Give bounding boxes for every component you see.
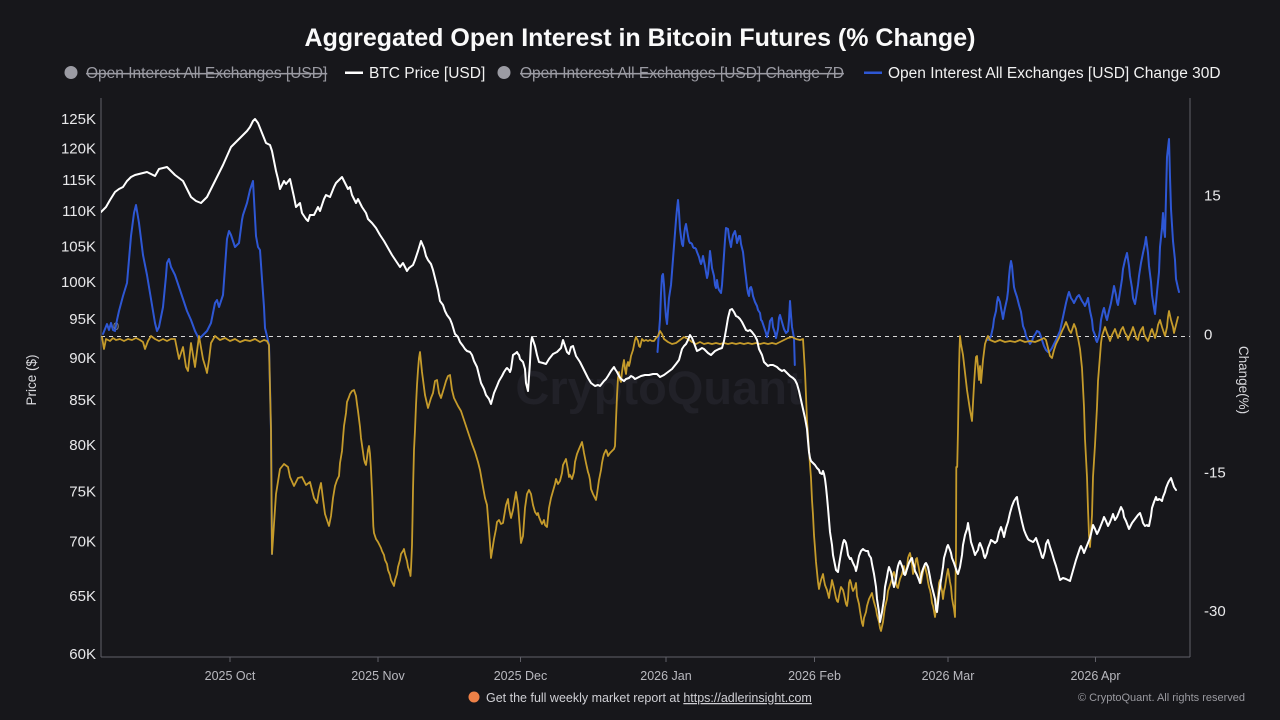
svg-text:2026 Apr: 2026 Apr: [1070, 669, 1120, 683]
svg-text:© CryptoQuant. All rights rese: © CryptoQuant. All rights reserved: [1078, 692, 1245, 704]
svg-text:0: 0: [1204, 327, 1212, 344]
svg-text:2025 Oct: 2025 Oct: [205, 669, 256, 683]
svg-text:75K: 75K: [69, 484, 96, 501]
svg-text:BTC Price [USD]: BTC Price [USD]: [369, 65, 485, 82]
svg-text:2026 Feb: 2026 Feb: [788, 669, 841, 683]
svg-text:115K: 115K: [62, 172, 96, 189]
svg-text:2026 Mar: 2026 Mar: [922, 669, 975, 683]
svg-text:70K: 70K: [69, 534, 96, 551]
svg-text:-30: -30: [1204, 603, 1226, 620]
svg-text:Aggregated Open Interest in Bi: Aggregated Open Interest in Bitcoin Futu…: [305, 24, 976, 52]
svg-text:-15: -15: [1204, 465, 1226, 482]
svg-text:120K: 120K: [61, 141, 96, 158]
svg-text:100K: 100K: [61, 274, 96, 291]
svg-text:60K: 60K: [69, 646, 96, 663]
svg-text:2025 Dec: 2025 Dec: [494, 669, 548, 683]
svg-text:2025 Nov: 2025 Nov: [351, 669, 405, 683]
svg-text:Price ($): Price ($): [24, 354, 39, 405]
svg-text:Open Interest All Exchanges [U: Open Interest All Exchanges [USD] Change…: [888, 65, 1221, 82]
svg-text:90K: 90K: [69, 350, 96, 367]
svg-text:15: 15: [1204, 188, 1221, 205]
svg-text:Change(%): Change(%): [1236, 346, 1251, 414]
svg-text:65K: 65K: [69, 588, 96, 605]
svg-text:CryptoQuant: CryptoQuant: [515, 361, 803, 414]
svg-text:2026 Jan: 2026 Jan: [640, 669, 691, 683]
svg-text:Open Interest All Exchanges [U: Open Interest All Exchanges [USD]: [86, 65, 327, 82]
svg-text:85K: 85K: [69, 392, 96, 409]
svg-text:Open Interest All Exchanges [U: Open Interest All Exchanges [USD] Change…: [520, 65, 844, 82]
svg-text:95K: 95K: [69, 311, 96, 328]
svg-text:Get the full weekly market rep: Get the full weekly market report at htt…: [486, 691, 812, 705]
svg-text:125K: 125K: [61, 111, 96, 128]
svg-text:105K: 105K: [61, 239, 96, 256]
svg-text:110K: 110K: [62, 203, 96, 220]
svg-text:80K: 80K: [69, 437, 96, 454]
